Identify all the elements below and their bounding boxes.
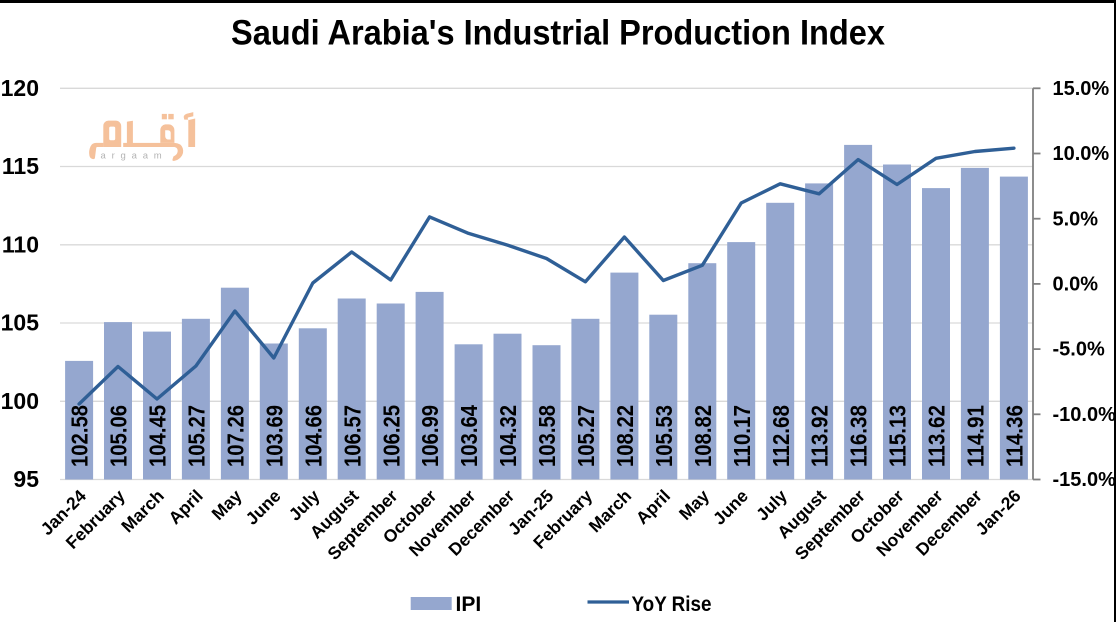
svg-text:0.0%: 0.0% (1053, 274, 1099, 296)
svg-text:-5.0%: -5.0% (1053, 339, 1105, 361)
svg-text:107.26: 107.26 (223, 405, 249, 467)
svg-text:106.25: 106.25 (378, 405, 404, 467)
svg-text:March: March (117, 486, 168, 537)
svg-text:March: March (585, 486, 636, 537)
svg-text:IPI: IPI (456, 593, 482, 616)
svg-text:110.17: 110.17 (729, 405, 755, 467)
svg-text:112.68: 112.68 (768, 405, 794, 467)
svg-text:June: June (242, 486, 285, 529)
svg-text:April: April (164, 486, 206, 528)
svg-text:105.53: 105.53 (651, 405, 677, 467)
svg-text:108.22: 108.22 (612, 405, 638, 467)
svg-text:95: 95 (13, 466, 39, 492)
svg-text:May: May (208, 486, 246, 524)
svg-text:106.99: 106.99 (417, 405, 443, 467)
svg-text:110: 110 (2, 232, 39, 258)
svg-text:May: May (675, 486, 713, 524)
svg-text:15.0%: 15.0% (1053, 78, 1110, 100)
svg-text:argaam: argaam (101, 151, 168, 162)
svg-text:106.57: 106.57 (339, 405, 365, 467)
svg-text:June: June (709, 486, 752, 529)
svg-text:105.27: 105.27 (184, 405, 210, 467)
svg-text:Saudi Arabia's Industrial Prod: Saudi Arabia's Industrial Production Ind… (231, 14, 885, 53)
svg-text:-10.0%: -10.0% (1053, 404, 1116, 426)
svg-text:102.58: 102.58 (67, 405, 93, 467)
svg-text:104.66: 104.66 (300, 405, 326, 467)
svg-text:-15.0%: -15.0% (1053, 469, 1116, 491)
svg-text:YoY Rise: YoY Rise (632, 593, 712, 616)
svg-text:103.64: 103.64 (456, 405, 482, 467)
svg-text:120: 120 (1, 75, 39, 101)
svg-text:108.82: 108.82 (690, 405, 716, 467)
svg-text:115: 115 (2, 153, 39, 179)
svg-text:100: 100 (1, 388, 39, 414)
svg-text:5.0%: 5.0% (1053, 208, 1099, 230)
svg-text:105.06: 105.06 (106, 405, 132, 467)
svg-text:104.45: 104.45 (145, 405, 171, 467)
svg-text:April: April (632, 486, 674, 528)
svg-text:103.58: 103.58 (534, 405, 560, 467)
svg-text:114.36: 114.36 (1002, 405, 1028, 467)
svg-text:105.27: 105.27 (573, 405, 599, 467)
svg-text:10.0%: 10.0% (1053, 143, 1110, 165)
svg-text:104.32: 104.32 (495, 405, 521, 467)
svg-text:116.38: 116.38 (846, 405, 872, 467)
svg-text:103.69: 103.69 (261, 405, 287, 467)
svg-text:113.62: 113.62 (924, 405, 950, 467)
svg-text:115.13: 115.13 (885, 405, 911, 467)
svg-text:105: 105 (1, 310, 40, 336)
svg-text:114.91: 114.91 (963, 405, 989, 467)
svg-text:113.92: 113.92 (807, 405, 833, 467)
